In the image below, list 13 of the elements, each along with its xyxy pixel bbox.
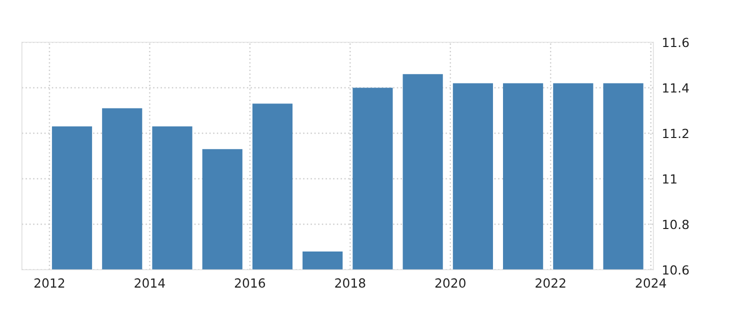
x-tick-label: 2018 <box>335 278 366 288</box>
y-tick-label: 11 <box>663 174 676 184</box>
x-tick-label: 2014 <box>134 278 165 288</box>
x-tick-label: 2020 <box>435 278 466 288</box>
x-tick-label: 2012 <box>34 278 64 288</box>
y-tick-label: 11.6 <box>663 38 689 48</box>
y-tick-label: 11.4 <box>663 83 689 92</box>
y-tick-label: 10.8 <box>663 220 689 230</box>
x-tick-label: 2016 <box>234 278 266 288</box>
x-tick-label: 2022 <box>536 278 566 288</box>
x-tick-label: 2024 <box>636 278 666 288</box>
y-tick-label: 11.2 <box>663 128 688 138</box>
y-tick-label: 10.6 <box>663 265 689 275</box>
